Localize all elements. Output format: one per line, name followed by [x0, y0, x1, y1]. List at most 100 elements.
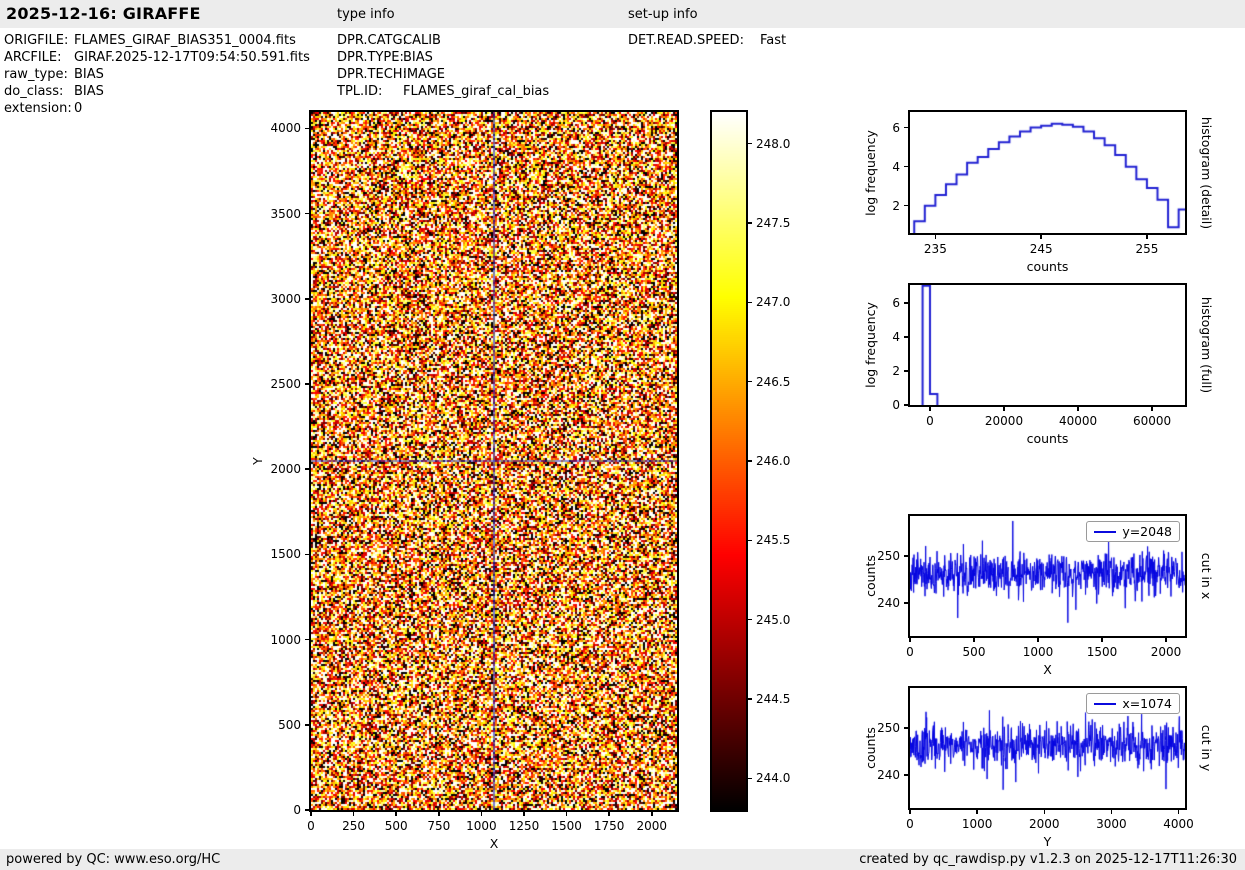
x-tick: [1101, 638, 1103, 642]
colorbar-tick-label: 244.5: [756, 691, 791, 706]
x-tick: [651, 812, 653, 816]
x-tick: [1151, 407, 1153, 411]
y-tick: [904, 602, 908, 604]
metadata-row: raw_type: BIAS: [4, 67, 104, 82]
x-tick-label: 235: [923, 242, 947, 256]
x-axis-label: counts: [1026, 259, 1069, 274]
y-tick: [904, 370, 908, 372]
x-tick: [1043, 810, 1046, 814]
right-side-title: cut in y: [1199, 724, 1214, 772]
x-tick: [565, 812, 568, 816]
x-tick-label: 2000: [1150, 645, 1182, 659]
y-tick: [904, 336, 908, 338]
metadata-label: do_class:: [4, 84, 64, 99]
y-tick-label: 1500: [270, 547, 301, 562]
colorbar-tick: [748, 301, 752, 304]
metadata-label: TPL.ID:: [337, 84, 383, 99]
x-tick: [1037, 638, 1039, 642]
right-side-title: cut in x: [1199, 552, 1214, 600]
y-tick-label: 6: [892, 120, 900, 135]
x-tick: [1146, 235, 1148, 239]
metadata-value: BIAS: [74, 67, 104, 82]
bias-image-plot: 0 250 500 750 1000 1250 1500 1750 2000 0 500 1000 15…: [250, 110, 679, 851]
colorbar-tick: [748, 380, 752, 383]
metadata-label: raw_type:: [4, 67, 68, 82]
y-tick: [904, 555, 908, 557]
y-tick-label: 4: [892, 159, 900, 174]
colorbar-tick: [748, 698, 752, 700]
x-tick-label: 0: [906, 645, 914, 659]
colorbar-tick-label: 248.0: [756, 136, 791, 151]
metadata-value: 0: [74, 101, 83, 116]
setup-info-heading: set-up info: [628, 7, 698, 22]
colorbar-tick-label: 244.0: [756, 771, 791, 786]
x-tick-label: 500: [962, 645, 986, 659]
page-title: 2025-12-16: GIRAFFE: [6, 4, 201, 23]
colorbar-tick-label: 247.0: [756, 295, 791, 310]
metadata-value: FLAMES_giraf_cal_bias: [403, 84, 550, 99]
x-tick-label: 1750: [593, 819, 625, 833]
x-tick: [480, 812, 483, 816]
metadata-row: ARCFILE: GIRAF.2025-12-17T09:54:50.591.fi…: [4, 50, 310, 65]
y-tick-label: 4000: [270, 121, 301, 136]
y-tick-label: 250: [877, 549, 900, 563]
colorbar-tick: [748, 777, 752, 780]
y-tick: [305, 724, 309, 726]
x-tick: [1040, 235, 1042, 239]
colorbar-tick: [748, 618, 752, 621]
hist-detail-canvas: [910, 112, 1185, 233]
y-tick: [305, 298, 309, 300]
y-tick: [305, 212, 309, 215]
colorbar-tick-label: 245.5: [756, 533, 791, 548]
x-tick: [1177, 810, 1180, 814]
x-axis-label: counts: [1026, 431, 1069, 446]
metadata-row: DPR.CATG:CALIB: [337, 33, 441, 48]
colorbar-tick-label: 246.5: [756, 374, 791, 389]
y-tick-label: 2: [892, 198, 900, 213]
x-tick-label: 255: [1135, 242, 1159, 256]
colorbar-tick-label: 247.5: [756, 216, 791, 231]
x-tick-label: 2000: [636, 819, 668, 833]
y-tick-label: 2: [892, 363, 900, 378]
main-image-canvas: [311, 112, 677, 810]
y-tick-label: 0: [293, 803, 301, 817]
metadata-label: DET.READ.SPEED:: [628, 33, 744, 48]
y-tick-label: 0: [892, 398, 900, 412]
x-tick: [438, 812, 440, 816]
y-tick: [305, 383, 309, 385]
y-tick-label: 2000: [270, 462, 301, 477]
x-tick-label: 245: [1029, 242, 1053, 256]
y-tick: [305, 638, 309, 641]
x-tick: [1165, 638, 1167, 642]
colorbar-tick: [748, 222, 752, 224]
legend: y=2048: [1086, 521, 1180, 542]
x-tick: [608, 812, 610, 816]
y-tick-label: 240: [877, 768, 900, 783]
x-tick-label: 500: [384, 819, 408, 833]
y-tick-label: 250: [877, 721, 900, 735]
y-tick: [904, 204, 908, 207]
x-tick-label: 20000: [984, 414, 1024, 428]
metadata-row: ORIGFILE: FLAMES_GIRAF_BIAS351_0004.fits: [4, 33, 296, 48]
top-header-bar: [0, 0, 1245, 28]
x-tick-label: 750: [427, 819, 451, 833]
y-tick: [904, 165, 908, 168]
y-axis-label: counts: [863, 555, 878, 597]
x-tick-label: 60000: [1132, 414, 1172, 428]
histogram-full-plot: 0 20000 40000 60000 0 2 4 6 counts log frequency h…: [863, 283, 1214, 446]
y-tick: [904, 727, 908, 729]
colorbar-tick: [748, 539, 752, 542]
y-tick: [904, 302, 908, 304]
x-tick: [1110, 810, 1113, 814]
x-tick: [352, 812, 355, 816]
metadata-row: DET.READ.SPEED: Fast: [628, 33, 786, 48]
colorbar-canvas: [712, 112, 746, 810]
legend: x=1074: [1086, 693, 1180, 714]
y-axis-label: Y: [250, 457, 265, 465]
metadata-row: DPR.TYPE:BIAS: [337, 50, 433, 65]
x-tick: [909, 638, 911, 642]
y-tick: [904, 774, 908, 776]
y-tick-label: 6: [892, 295, 900, 310]
x-tick-label: 0: [307, 819, 315, 833]
colorbar: 244.0 244.5 245.0 245.5 246.0 246.5 247.0 247.5…: [710, 110, 790, 812]
